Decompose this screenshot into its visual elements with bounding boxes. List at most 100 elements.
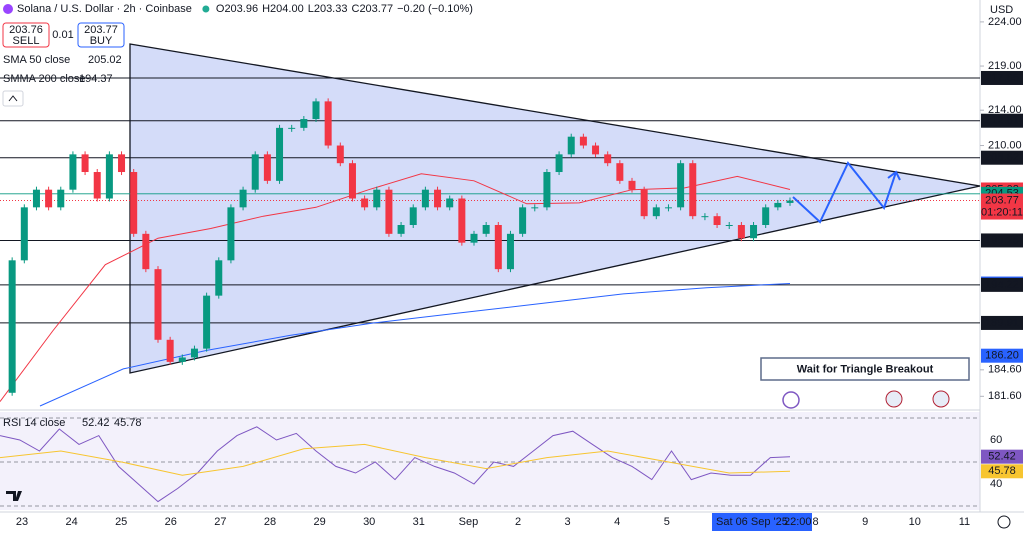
candle (774, 202, 782, 208)
sell-button[interactable] (2, 22, 50, 48)
collapse-button[interactable] (2, 90, 24, 107)
candle (434, 189, 442, 208)
buy-price: 203.77 (84, 24, 118, 36)
crosshair-date: Sat 06 Sep '25 (716, 516, 788, 528)
moving-average (0, 173, 791, 402)
x-tick-label: 24 (65, 516, 77, 528)
ohlc-item: O (216, 3, 225, 15)
event-icon[interactable] (782, 391, 800, 409)
x-tick-label: Sep (459, 516, 479, 528)
candle (215, 260, 223, 296)
rsi-ma-legend-value: 45.78 (114, 417, 142, 429)
candle (178, 357, 186, 362)
candle (336, 145, 344, 164)
candle (397, 225, 405, 234)
triangle-pattern (129, 43, 981, 374)
price-tag: 194.22 (985, 279, 1019, 291)
crosshair-time: 22:00 (784, 516, 812, 528)
x-tick-label: 4 (614, 516, 620, 528)
ohlc-item: 203.33 (314, 3, 348, 15)
candle (385, 189, 393, 234)
projection-arrowhead (887, 170, 901, 181)
candle (421, 189, 429, 208)
x-tick-label: 11 (959, 516, 970, 528)
countdown: 01:20:11 (981, 206, 1023, 218)
candle (239, 189, 247, 208)
candle (130, 172, 138, 234)
y-tick-label: 219.00 (988, 60, 1022, 72)
price-tag-bg (981, 113, 1023, 128)
y-tick-label: 181.60 (988, 390, 1022, 402)
x-tick-label: 9 (862, 516, 868, 528)
ohlc-item: L (308, 3, 314, 15)
candle (713, 216, 721, 226)
rsi-ma-tag: 45.78 (988, 465, 1016, 477)
y-tick-label: 224.00 (988, 16, 1022, 28)
ohlc-item: 203.77 (359, 3, 393, 15)
candle (482, 225, 490, 234)
candle (494, 225, 502, 270)
smma-legend[interactable]: SMMA 200 close (3, 73, 86, 85)
price-tag-bg (981, 315, 1023, 330)
x-tick-label: 10 (909, 516, 921, 528)
candle (227, 207, 235, 261)
price-tag-bg (981, 193, 1023, 220)
candle (361, 198, 369, 208)
candle (543, 172, 551, 208)
candle (458, 198, 466, 243)
candle (737, 225, 745, 239)
candle (57, 189, 65, 208)
price-tag-bg (981, 150, 1023, 165)
rsi-pane (0, 412, 980, 510)
buy-button[interactable] (77, 22, 125, 48)
candle (579, 136, 587, 146)
x-tick-label: 3 (565, 516, 571, 528)
candle (300, 119, 308, 128)
x-tick-label: 5 (664, 516, 670, 528)
x-tick-label: 23 (16, 516, 28, 528)
candle (32, 189, 40, 208)
crosshair-date-box (712, 513, 812, 531)
candle (677, 163, 685, 208)
rsi-tag-bg (981, 449, 1023, 464)
candle (263, 154, 271, 181)
candle (762, 207, 770, 226)
rsi-tick-label: 60 (990, 434, 1002, 446)
candle (531, 207, 539, 209)
price-tag-bg (981, 277, 1023, 292)
us-event-icon[interactable] (885, 390, 903, 408)
sell-label: SELL (13, 35, 40, 47)
x-tick-label: 2 (515, 516, 521, 528)
x-tick-label: 25 (115, 516, 127, 528)
rsi-ma-tag-bg (981, 464, 1023, 479)
candle (20, 207, 28, 261)
settings-icon[interactable] (997, 515, 1011, 529)
candle (750, 225, 758, 239)
rsi-legend-value: 52.42 (82, 417, 110, 429)
moving-average (39, 283, 791, 407)
symbol-title[interactable]: Solana / U.S. Dollar · 2h · Coinbase (17, 3, 192, 15)
sma-legend[interactable]: SMA 50 close (3, 54, 70, 66)
candle (93, 172, 101, 199)
rsi-legend[interactable]: RSI 14 close (3, 417, 65, 429)
collapse-icon (8, 95, 18, 102)
price-tag: 199.25 (985, 234, 1019, 246)
candle (689, 163, 697, 217)
candle (628, 180, 636, 190)
price-tag: 186.20 (985, 350, 1019, 362)
candle (506, 233, 514, 270)
us-event-icon[interactable] (932, 390, 950, 408)
spread: 0.01 (52, 29, 73, 41)
candle (725, 225, 733, 227)
annotation-box[interactable] (760, 357, 970, 381)
candle (604, 154, 612, 164)
candle (519, 207, 527, 234)
symbol-icon (3, 4, 13, 14)
candle (373, 189, 381, 208)
candle (470, 233, 478, 243)
projection-path (792, 161, 897, 224)
candle (154, 269, 162, 340)
candle (276, 127, 284, 181)
buy-label: BUY (90, 35, 113, 47)
